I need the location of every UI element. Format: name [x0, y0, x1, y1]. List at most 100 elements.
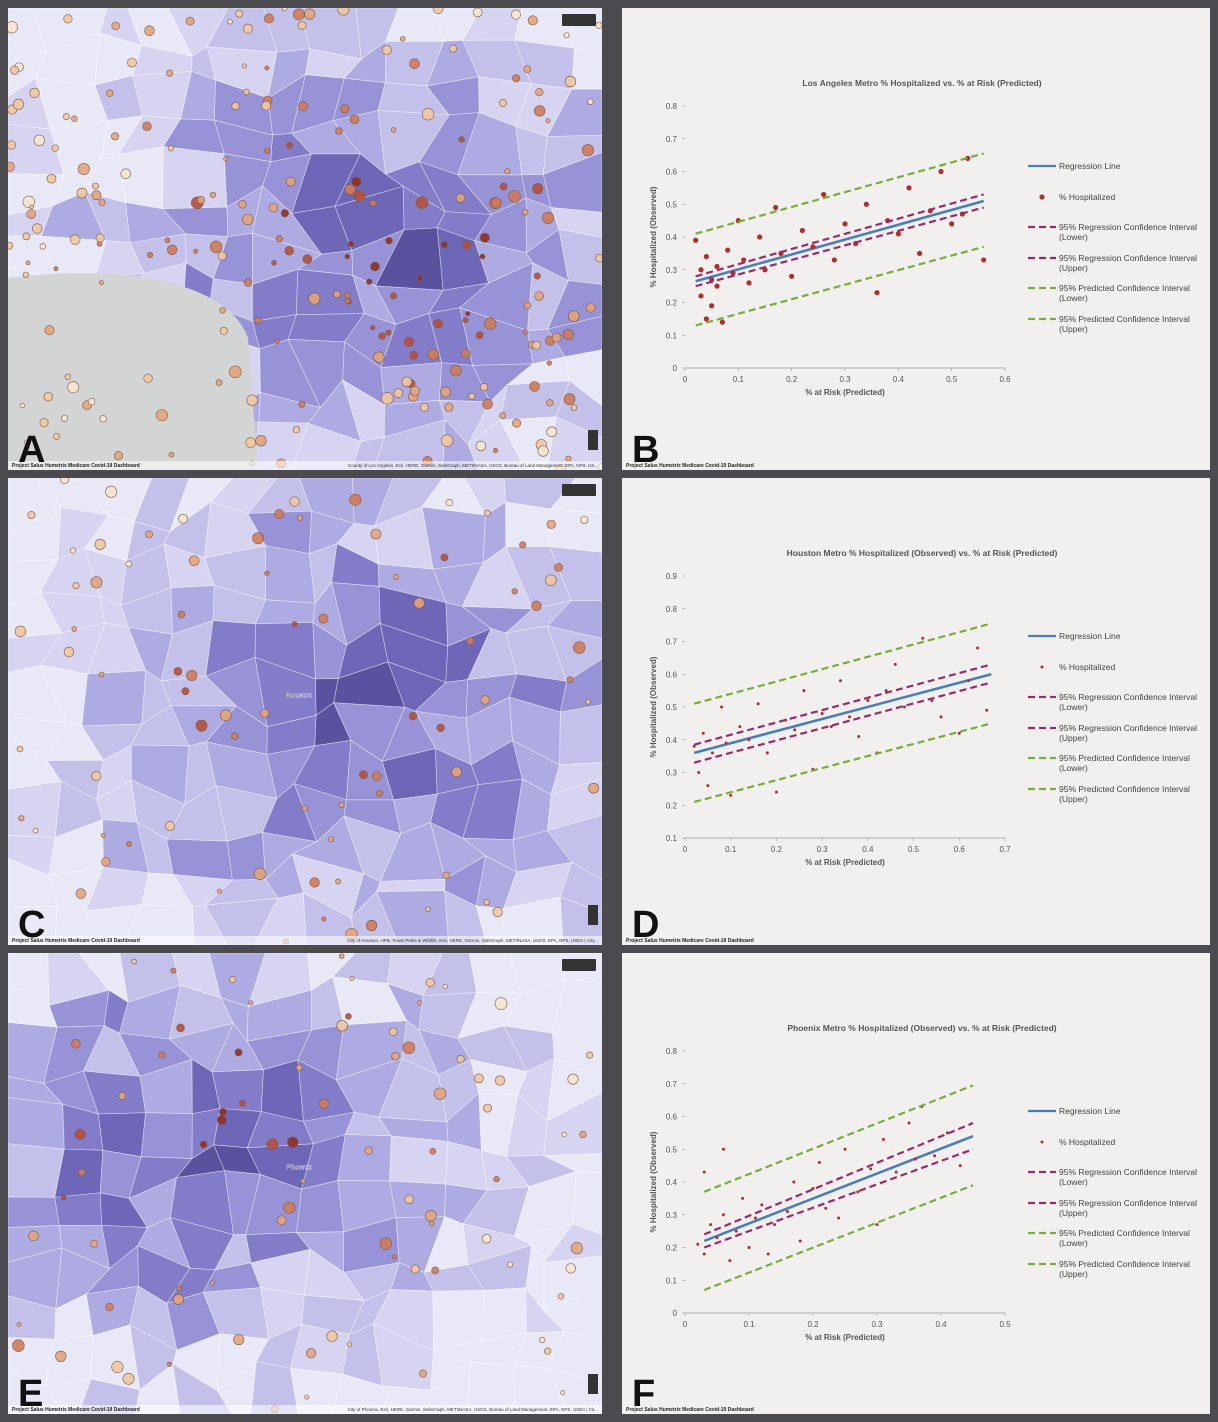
- map-marker: [75, 1129, 85, 1139]
- map-marker: [256, 435, 267, 446]
- x-tick-label: 0.6: [999, 375, 1011, 384]
- map-marker: [165, 821, 174, 830]
- map-marker: [290, 497, 300, 507]
- x-tick-label: 0.6: [954, 845, 966, 854]
- scatter-point: [839, 679, 842, 682]
- map-marker: [99, 672, 104, 677]
- scatter-point: [810, 244, 815, 249]
- map-marker: [359, 771, 367, 779]
- map-marker: [91, 577, 102, 588]
- map-marker: [493, 448, 497, 452]
- map-marker: [392, 1052, 400, 1060]
- x-tick-label: 0: [683, 845, 688, 854]
- map-marker: [544, 1348, 550, 1354]
- map-marker: [430, 1148, 436, 1154]
- map-marker: [374, 352, 385, 363]
- map-marker: [144, 374, 153, 383]
- map-marker: [319, 614, 328, 623]
- legend-swatch: [1027, 283, 1057, 293]
- x-axis-label: % at Risk (Predicted): [805, 1333, 885, 1342]
- y-tick-label: 0.8: [666, 102, 678, 111]
- map-marker: [265, 66, 269, 70]
- legend-item: Regression Line: [1027, 631, 1212, 662]
- map-marker: [305, 1395, 309, 1399]
- map-marker: [390, 293, 396, 299]
- map-marker: [372, 772, 381, 781]
- map-marker: [56, 1351, 67, 1362]
- map-marker: [445, 403, 453, 411]
- map-region: [82, 671, 146, 726]
- map-marker: [420, 403, 428, 411]
- map-marker: [281, 209, 288, 216]
- map-marker: [284, 1202, 295, 1213]
- scatter-point: [725, 742, 728, 745]
- legend-label: 95% Predicted Confidence Interval (Upper…: [1059, 784, 1212, 804]
- map-marker: [371, 326, 375, 330]
- map-marker: [333, 291, 340, 298]
- legend-marker: [1039, 194, 1044, 199]
- map-marker: [193, 249, 197, 253]
- legend-label: % Hospitalized: [1059, 192, 1115, 202]
- map-marker: [13, 99, 24, 110]
- legend-item: % Hospitalized: [1027, 192, 1212, 223]
- map-marker: [563, 329, 574, 340]
- scatter-point: [741, 1197, 744, 1200]
- map-marker: [473, 8, 482, 17]
- map-marker: [32, 224, 42, 234]
- map-marker: [246, 438, 256, 448]
- scatter-point: [714, 264, 719, 269]
- map-marker: [366, 920, 377, 931]
- legend-swatch: [1027, 314, 1057, 324]
- map-marker: [45, 326, 54, 335]
- map-marker: [171, 968, 176, 973]
- map-marker: [210, 192, 216, 198]
- map-marker: [127, 58, 136, 67]
- zoom-control: [588, 1374, 598, 1394]
- map-marker: [197, 196, 204, 203]
- map-marker: [239, 1100, 245, 1106]
- map-marker: [552, 333, 561, 342]
- map-marker: [106, 1303, 114, 1311]
- map-marker: [262, 101, 271, 110]
- map-marker: [437, 724, 445, 732]
- x-tick-label: 0.3: [817, 845, 829, 854]
- map-marker: [480, 233, 489, 242]
- legend-label: % Hospitalized: [1059, 662, 1115, 672]
- map-marker: [483, 399, 493, 409]
- scatter-point: [821, 192, 826, 197]
- map-marker: [452, 767, 462, 777]
- map-marker: [581, 516, 588, 523]
- map-marker: [532, 601, 542, 611]
- map-marker: [33, 828, 38, 833]
- map-region: [506, 502, 551, 547]
- map-marker: [505, 169, 510, 174]
- map-marker: [345, 299, 350, 304]
- map-marker: [112, 1361, 124, 1373]
- scatter-point: [704, 316, 709, 321]
- map-marker: [99, 199, 105, 205]
- map-marker: [482, 1234, 491, 1243]
- map-marker: [565, 76, 576, 87]
- map-marker: [463, 318, 468, 323]
- map-marker: [389, 1028, 397, 1036]
- map-marker: [441, 242, 447, 248]
- map-marker: [220, 307, 226, 313]
- map-marker: [571, 1242, 583, 1254]
- map-marker: [410, 351, 418, 359]
- map-marker: [285, 246, 294, 255]
- map-marker: [476, 441, 486, 451]
- scatter-point: [720, 706, 723, 709]
- map-marker: [546, 119, 550, 123]
- map-marker: [500, 183, 507, 190]
- map-marker: [17, 746, 23, 752]
- legend-item: 95% Predicted Confidence Interval (Lower…: [1027, 1228, 1212, 1259]
- map-marker: [499, 99, 506, 106]
- map-marker: [145, 26, 155, 36]
- scatter-point: [697, 771, 700, 774]
- map-marker: [466, 311, 470, 315]
- legend-swatch: [1027, 1228, 1057, 1238]
- map-marker: [229, 366, 241, 378]
- legend-label: 95% Regression Confidence Interval (Uppe…: [1059, 723, 1212, 743]
- map-marker: [218, 252, 226, 260]
- y-tick-label: 0.1: [666, 331, 678, 340]
